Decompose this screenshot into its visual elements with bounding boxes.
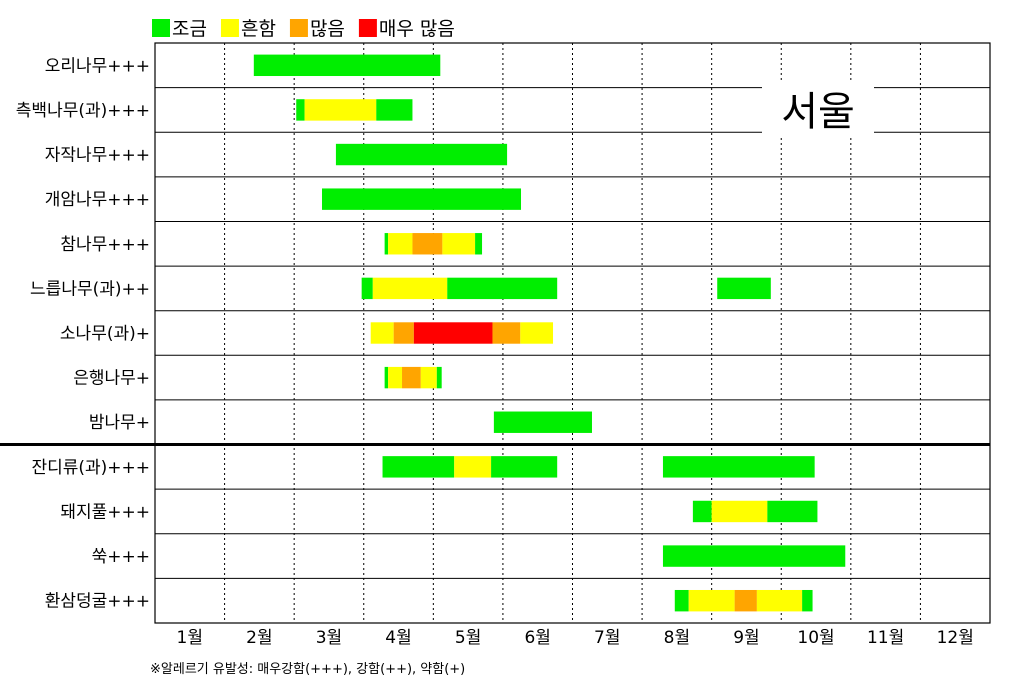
legend-swatch xyxy=(220,19,239,37)
row-label: 자작나무+++ xyxy=(45,146,150,166)
month-label: 12월 xyxy=(937,628,974,648)
pollen-bar-segment xyxy=(304,99,377,121)
row-label: 은행나무+ xyxy=(73,369,150,389)
city-title-group: 서울 xyxy=(762,80,874,136)
pollen-bar-segment xyxy=(520,322,554,344)
month-label: 3월 xyxy=(316,628,342,648)
row-label: 돼지풀+++ xyxy=(60,502,150,522)
pollen-bar-segment xyxy=(335,143,508,166)
pollen-bar-segment xyxy=(802,589,813,612)
month-label: 7월 xyxy=(594,628,620,648)
row-labels: 오리나무+++ 측백나무(과)+++ 자작나무+++ 개암나무+++ 참나무+++ 느릅나… xyxy=(16,56,150,611)
pollen-bar-segment xyxy=(412,233,443,255)
pollen-bar-segment xyxy=(296,99,305,121)
pollen-bar-segment xyxy=(692,500,712,523)
pollen-bar-segment xyxy=(734,589,757,612)
pollen-bar-segment xyxy=(454,456,492,478)
month-label: 9월 xyxy=(733,628,759,648)
pollen-bar-segment xyxy=(756,589,803,612)
city-title-background xyxy=(762,80,874,136)
legend-label: 조금 xyxy=(172,18,207,40)
row-label: 느릅나무(과)++ xyxy=(30,279,150,299)
pollen-bar-segment xyxy=(420,366,437,389)
pollen-bar-segment xyxy=(475,233,483,255)
row-label: 쑥+++ xyxy=(92,547,150,567)
pollen-bar-segment xyxy=(662,456,815,478)
pollen-bar-segment xyxy=(382,456,455,478)
month-label: 4월 xyxy=(385,628,411,648)
legend-label: 매우 많음 xyxy=(379,18,455,40)
legend-swatch xyxy=(152,19,170,37)
pollen-bar-segment xyxy=(384,233,389,255)
row-label: 밤나무+ xyxy=(89,413,150,433)
row-dividers xyxy=(0,87,990,579)
pollen-bar-segment xyxy=(688,589,735,612)
legend-swatch xyxy=(289,19,308,37)
pollen-bar-segment xyxy=(491,456,558,478)
row-label: 잔디류(과)+++ xyxy=(31,458,150,478)
row-label: 개암나무+++ xyxy=(45,190,150,210)
month-label: 8월 xyxy=(664,628,690,648)
month-label: 11월 xyxy=(867,628,904,648)
pollen-bar-segment xyxy=(413,322,493,344)
legend-label: 많음 xyxy=(310,18,345,40)
pollen-bar-segment xyxy=(388,366,403,389)
row-label: 소나무(과)+ xyxy=(60,324,150,344)
row-label: 환삼덩굴+++ xyxy=(45,592,150,612)
pollen-bar-segment xyxy=(372,277,448,300)
legend: 조금 흔함 많음 매우 많음 xyxy=(152,18,455,40)
footnote: ※알레르기 유발성: 매우강함(+++), 강함(++), 약함(+) xyxy=(150,662,465,677)
pollen-bar-segment xyxy=(493,411,592,433)
pollen-bar-segment xyxy=(370,322,394,344)
row-label: 오리나무+++ xyxy=(45,56,150,76)
legend-label: 흔함 xyxy=(241,18,276,40)
month-label: 1월 xyxy=(177,628,203,648)
pollen-bar-segment xyxy=(253,54,441,77)
pollen-bar-segment xyxy=(361,277,373,300)
pollen-bar-segment xyxy=(436,366,442,389)
month-labels: 1월 2월 3월 4월 5월 6월 7월 8월 9월 10월 11월 12월 xyxy=(177,628,974,648)
pollen-bar-segment xyxy=(674,589,689,612)
month-label: 10월 xyxy=(797,628,834,648)
month-label: 6월 xyxy=(524,628,550,648)
pollen-bar-segment xyxy=(393,322,414,344)
pollen-bar-segment xyxy=(322,188,522,210)
pollen-bar-segment xyxy=(492,322,521,344)
row-label: 측백나무(과)+++ xyxy=(16,101,150,121)
pollen-bars xyxy=(253,54,846,612)
pollen-bar-segment xyxy=(767,500,818,523)
pollen-bar-segment xyxy=(442,233,476,255)
legend-swatch xyxy=(358,19,377,37)
pollen-bar-segment xyxy=(402,366,421,389)
pollen-bar-segment xyxy=(662,545,846,567)
city-title: 서울 xyxy=(781,89,855,135)
pollen-bar-segment xyxy=(711,500,768,523)
pollen-bar-segment xyxy=(388,233,413,255)
pollen-bar-segment xyxy=(447,277,558,300)
row-label: 참나무+++ xyxy=(60,235,150,255)
month-label: 2월 xyxy=(246,628,272,648)
pollen-bar-segment xyxy=(717,277,771,300)
pollen-bar-segment xyxy=(376,99,413,121)
month-label: 5월 xyxy=(455,628,481,648)
pollen-bar-segment xyxy=(384,366,389,389)
